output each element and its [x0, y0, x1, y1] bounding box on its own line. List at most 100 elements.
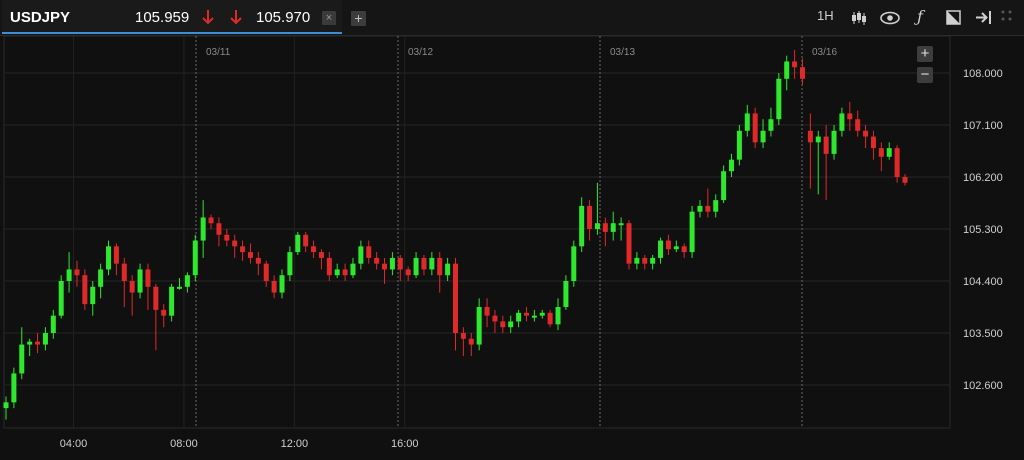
- plot-area: [3, 36, 951, 429]
- y-tick-label: 106.200: [963, 172, 1003, 184]
- eye-icon[interactable]: [880, 11, 900, 25]
- close-tab-button[interactable]: ×: [322, 11, 336, 25]
- candle-body: [721, 171, 727, 201]
- candle-body: [19, 344, 25, 374]
- y-tick-label: 108.000: [963, 68, 1003, 80]
- candle-body: [508, 321, 514, 328]
- date-marker-label: 03/13: [610, 47, 635, 58]
- candle-body: [184, 275, 190, 287]
- candle-body: [161, 309, 167, 316]
- y-tick-label: 103.500: [963, 328, 1003, 340]
- candle-body: [397, 257, 403, 270]
- date-marker-label: 03/11: [206, 47, 231, 58]
- candle-body: [153, 286, 159, 310]
- candle-body: [247, 252, 253, 258]
- logout-icon[interactable]: [975, 10, 993, 25]
- candle-body: [665, 240, 671, 250]
- candle-body: [807, 130, 813, 143]
- candle-body: [626, 223, 632, 264]
- candle-body: [240, 246, 246, 253]
- candle-body: [374, 257, 380, 264]
- candle-body: [492, 315, 498, 322]
- candle-body: [224, 234, 230, 241]
- arrow-down-icon: [230, 10, 242, 25]
- zoom-out-button[interactable]: −: [917, 67, 933, 83]
- candle-body: [82, 275, 88, 305]
- candle-body: [176, 286, 182, 289]
- candle-body: [594, 223, 600, 229]
- x-tick-label: 16:00: [391, 438, 419, 450]
- candle-body: [279, 275, 285, 293]
- candle-body: [689, 211, 695, 253]
- candle-body: [847, 113, 853, 120]
- candle-body: [855, 119, 861, 131]
- zoom-in-button[interactable]: +: [917, 46, 933, 62]
- candle-body: [555, 307, 561, 325]
- candle-body: [11, 373, 17, 403]
- candle-body: [287, 252, 293, 276]
- add-tab-button[interactable]: +: [351, 11, 366, 26]
- candle-body: [232, 240, 238, 247]
- candle-body: [366, 246, 372, 258]
- candle-body: [547, 312, 553, 325]
- candle-body: [358, 246, 364, 264]
- candle-body: [382, 263, 388, 270]
- price-chart[interactable]: 108.000 107.100 106.200 105.300 104.400 103.5…: [0, 36, 1024, 460]
- candle-body: [650, 257, 656, 264]
- instrument-tab[interactable]: USDJPY 105.959 105.970 ×: [2, 0, 342, 34]
- candle-body: [208, 217, 214, 224]
- candle-body: [453, 263, 458, 333]
- candle-body: [295, 234, 301, 253]
- candle-body: [318, 252, 324, 258]
- candlestick-chart-icon[interactable]: [851, 10, 867, 26]
- candle-body: [516, 312, 522, 322]
- candle-body: [602, 223, 608, 232]
- candle-body: [870, 136, 876, 149]
- candle-body: [326, 257, 332, 276]
- drawing-tool-icon[interactable]: [946, 10, 961, 25]
- candle-body: [35, 341, 41, 345]
- candle-body: [799, 67, 805, 79]
- candle-body: [863, 130, 869, 137]
- function-icon[interactable]: ƒ: [917, 7, 923, 26]
- candle-body: [27, 341, 33, 345]
- candle-body: [58, 281, 64, 316]
- candle-body: [137, 269, 143, 293]
- symbol-label: USDJPY: [10, 9, 71, 26]
- candle-body: [673, 246, 679, 250]
- candle-body: [815, 136, 821, 143]
- ask-price: 105.970: [256, 9, 311, 26]
- candle-body: [90, 286, 96, 305]
- candle-body: [106, 246, 112, 270]
- candle-body: [263, 263, 269, 281]
- candle-body: [571, 246, 577, 281]
- candle-body: [429, 257, 435, 270]
- candle-body: [776, 78, 782, 120]
- candle-body: [642, 257, 648, 264]
- y-tick-label: 107.100: [963, 120, 1003, 132]
- candle-body: [342, 269, 348, 276]
- candle-body: [736, 130, 742, 160]
- candle-body: [579, 205, 585, 247]
- candle-body: [145, 269, 151, 287]
- timeframe-button[interactable]: 1H: [817, 8, 834, 23]
- grid-dots-icon[interactable]: [1000, 9, 1014, 23]
- x-tick-label: 04:00: [60, 438, 88, 450]
- candle-body: [823, 136, 829, 154]
- candle-body: [255, 257, 261, 264]
- candle-body: [500, 321, 506, 328]
- candle-body: [437, 257, 443, 276]
- candle-body: [303, 234, 309, 247]
- date-marker-label: 03/16: [812, 47, 837, 58]
- candle-body: [121, 263, 127, 281]
- candle-body: [42, 333, 48, 345]
- x-tick-label: 08:00: [170, 438, 198, 450]
- candle-body: [760, 130, 766, 143]
- candle-body: [792, 61, 798, 68]
- candle-body: [129, 281, 135, 293]
- candle-body: [476, 307, 482, 345]
- candle-body: [192, 240, 198, 276]
- candle-body: [413, 257, 419, 276]
- candle-body: [421, 257, 427, 270]
- candle-body: [200, 217, 206, 241]
